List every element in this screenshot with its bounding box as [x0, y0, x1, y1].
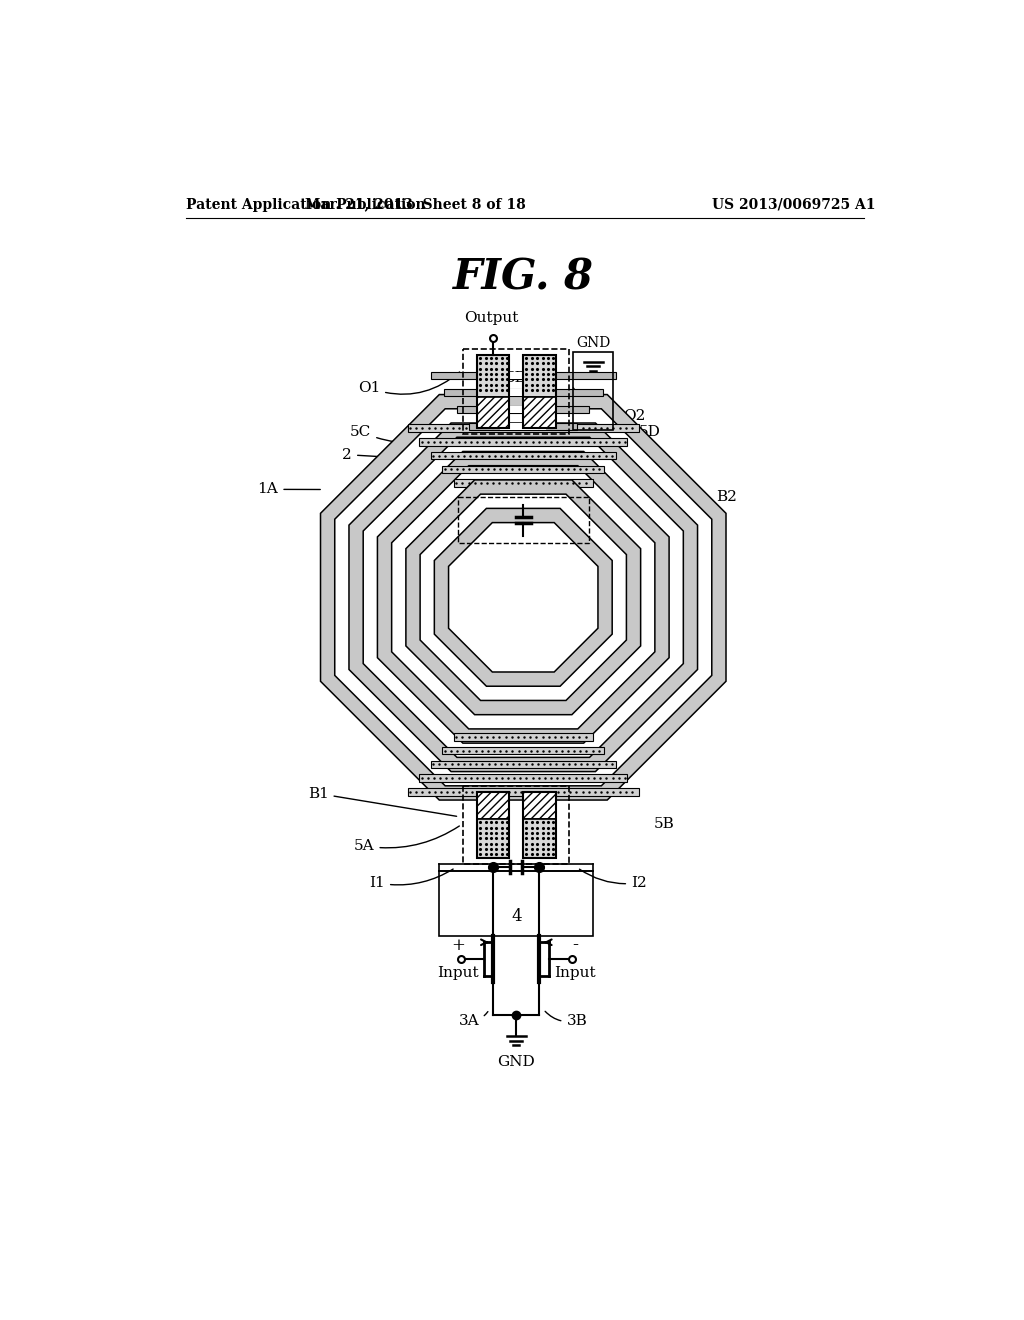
Bar [500, 422, 547, 430]
Bar [523, 792, 556, 858]
Text: GND: GND [498, 1056, 536, 1069]
Bar [500, 388, 547, 396]
Bar [454, 479, 593, 487]
Bar [477, 397, 509, 428]
Polygon shape [406, 480, 641, 714]
Bar [431, 451, 615, 459]
Text: FIG. 8: FIG. 8 [453, 257, 594, 298]
Text: B1: B1 [307, 787, 457, 816]
Text: Input: Input [437, 966, 478, 979]
Text: Patent Application Publication: Patent Application Publication [186, 198, 426, 211]
Text: B2: B2 [716, 490, 736, 504]
Bar [523, 355, 556, 428]
Polygon shape [378, 451, 669, 743]
Text: +: + [451, 937, 465, 954]
Text: Mar. 21, 2013  Sheet 8 of 18: Mar. 21, 2013 Sheet 8 of 18 [305, 198, 526, 211]
Bar [442, 466, 604, 474]
Text: -: - [571, 936, 578, 954]
Bar [408, 424, 639, 432]
Text: Vdd: Vdd [527, 537, 558, 552]
Text: 1A: 1A [258, 482, 321, 496]
Bar [573, 352, 613, 430]
Polygon shape [364, 437, 683, 758]
Text: 5C: 5C [350, 425, 452, 444]
Bar [500, 405, 547, 413]
Text: 5D: 5D [639, 425, 660, 438]
Polygon shape [420, 494, 627, 701]
Bar [477, 792, 509, 818]
Bar [477, 355, 509, 428]
Bar [463, 785, 569, 863]
Polygon shape [321, 395, 726, 800]
Polygon shape [335, 409, 712, 785]
Text: GND: GND [577, 337, 610, 350]
Bar [431, 372, 615, 379]
Bar [477, 792, 509, 858]
Text: Input: Input [554, 966, 596, 979]
Bar [500, 372, 547, 379]
Text: I1: I1 [370, 869, 454, 890]
Bar [457, 405, 590, 413]
Bar [523, 792, 556, 818]
Text: I2: I2 [580, 869, 647, 890]
Bar [454, 733, 593, 741]
Text: 3A: 3A [459, 1011, 487, 1028]
Bar [477, 355, 509, 397]
Bar [419, 438, 628, 446]
Text: 4: 4 [511, 908, 521, 925]
Text: 5E: 5E [506, 371, 526, 385]
Bar [458, 498, 589, 544]
Text: O1: O1 [357, 372, 460, 395]
Text: 1C: 1C [611, 664, 633, 677]
Polygon shape [434, 508, 612, 686]
Polygon shape [391, 466, 655, 729]
Bar [442, 747, 604, 755]
Text: Output: Output [465, 310, 519, 325]
Bar [419, 775, 628, 781]
Bar [463, 348, 569, 434]
Bar [469, 422, 578, 430]
Text: 1B: 1B [508, 577, 530, 594]
Bar [444, 388, 602, 396]
Bar [408, 788, 639, 796]
Text: 5B: 5B [654, 817, 675, 832]
Text: O2: O2 [573, 388, 646, 424]
Text: US 2013/0069725 A1: US 2013/0069725 A1 [712, 198, 876, 211]
Text: 5A: 5A [354, 826, 460, 853]
Text: 3B: 3B [545, 1011, 587, 1028]
Bar [523, 355, 556, 397]
Bar [523, 397, 556, 428]
Polygon shape [449, 523, 598, 672]
Bar [523, 818, 556, 858]
Text: 2: 2 [342, 447, 413, 462]
Bar [439, 871, 593, 936]
Polygon shape [349, 422, 697, 772]
Bar [477, 818, 509, 858]
Bar [431, 760, 615, 768]
